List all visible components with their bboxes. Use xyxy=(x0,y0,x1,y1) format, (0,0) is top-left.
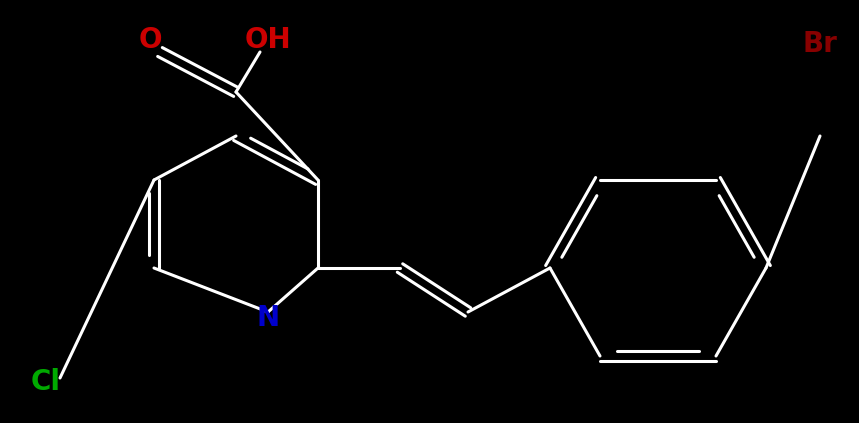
Text: Cl: Cl xyxy=(31,368,61,396)
Text: O: O xyxy=(138,26,161,54)
Text: N: N xyxy=(257,304,279,332)
Text: Br: Br xyxy=(802,30,838,58)
Text: OH: OH xyxy=(245,26,291,54)
